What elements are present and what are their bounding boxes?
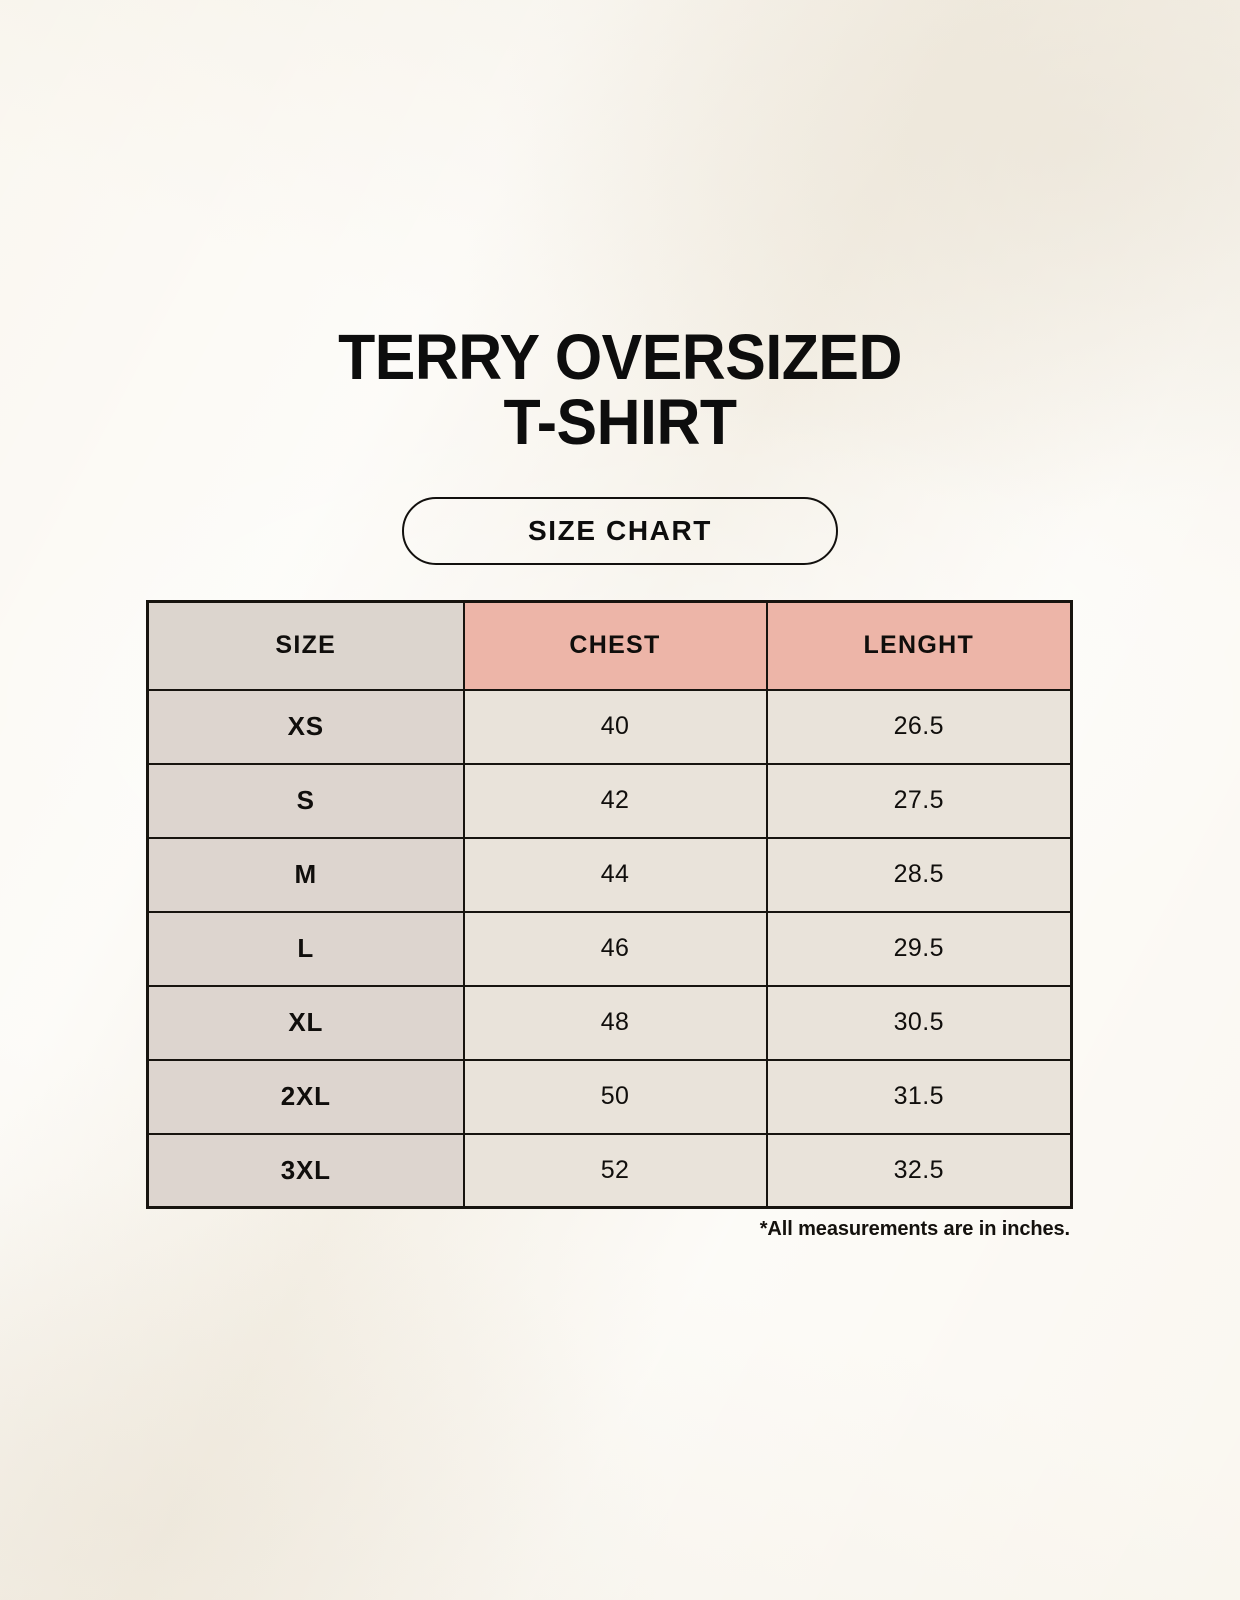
table-header-row: SIZE CHEST LENGHT [146,600,1073,691]
column-header-size: SIZE [146,600,465,691]
table-row: XS 40 26.5 [146,688,1073,765]
cell-length: 27.5 [765,762,1073,839]
cell-chest: 42 [462,762,768,839]
page-title-line-1: TERRY OVERSIZED [338,321,902,393]
cell-size: S [146,762,465,839]
column-header-chest: CHEST [462,600,768,691]
cell-chest: 50 [462,1058,768,1135]
cell-chest: 48 [462,984,768,1061]
cell-chest: 40 [462,688,768,765]
cell-length: 31.5 [765,1058,1073,1135]
cell-chest: 46 [462,910,768,987]
table-row: 3XL 52 32.5 [146,1132,1073,1209]
cell-size: M [146,836,465,913]
table-row: 2XL 50 31.5 [146,1058,1073,1135]
cell-size: XL [146,984,465,1061]
cell-chest: 44 [462,836,768,913]
cell-length: 28.5 [765,836,1073,913]
cell-length: 32.5 [765,1132,1073,1209]
cell-size: 3XL [146,1132,465,1209]
cell-size: 2XL [146,1058,465,1135]
table-row: XL 48 30.5 [146,984,1073,1061]
cell-size: L [146,910,465,987]
column-header-length: LENGHT [765,600,1073,691]
table-row: S 42 27.5 [146,762,1073,839]
table-body: XS 40 26.5 S 42 27.5 M 44 28.5 L 46 [146,688,1073,1209]
size-chart-table: SIZE CHEST LENGHT XS 40 26.5 S 42 27.5 M [146,600,1073,1209]
table-header: SIZE CHEST LENGHT [146,600,1073,691]
cell-length: 26.5 [765,688,1073,765]
cell-chest: 52 [462,1132,768,1209]
measurement-unit-footnote: *All measurements are in inches. [759,1218,1070,1240]
size-chart-badge: SIZE CHART [402,497,838,565]
page-title: TERRY OVERSIZED T-SHIRT [31,321,1209,459]
size-chart-table-container: SIZE CHEST LENGHT XS 40 26.5 S 42 27.5 M [146,600,1073,1209]
table-row: L 46 29.5 [146,910,1073,987]
size-chart-badge-container: SIZE CHART [0,497,1240,565]
cell-size: XS [146,688,465,765]
table-row: M 44 28.5 [146,836,1073,913]
page-title-line-2: T-SHIRT [503,386,737,459]
cell-length: 30.5 [765,984,1073,1061]
cell-length: 29.5 [765,910,1073,987]
